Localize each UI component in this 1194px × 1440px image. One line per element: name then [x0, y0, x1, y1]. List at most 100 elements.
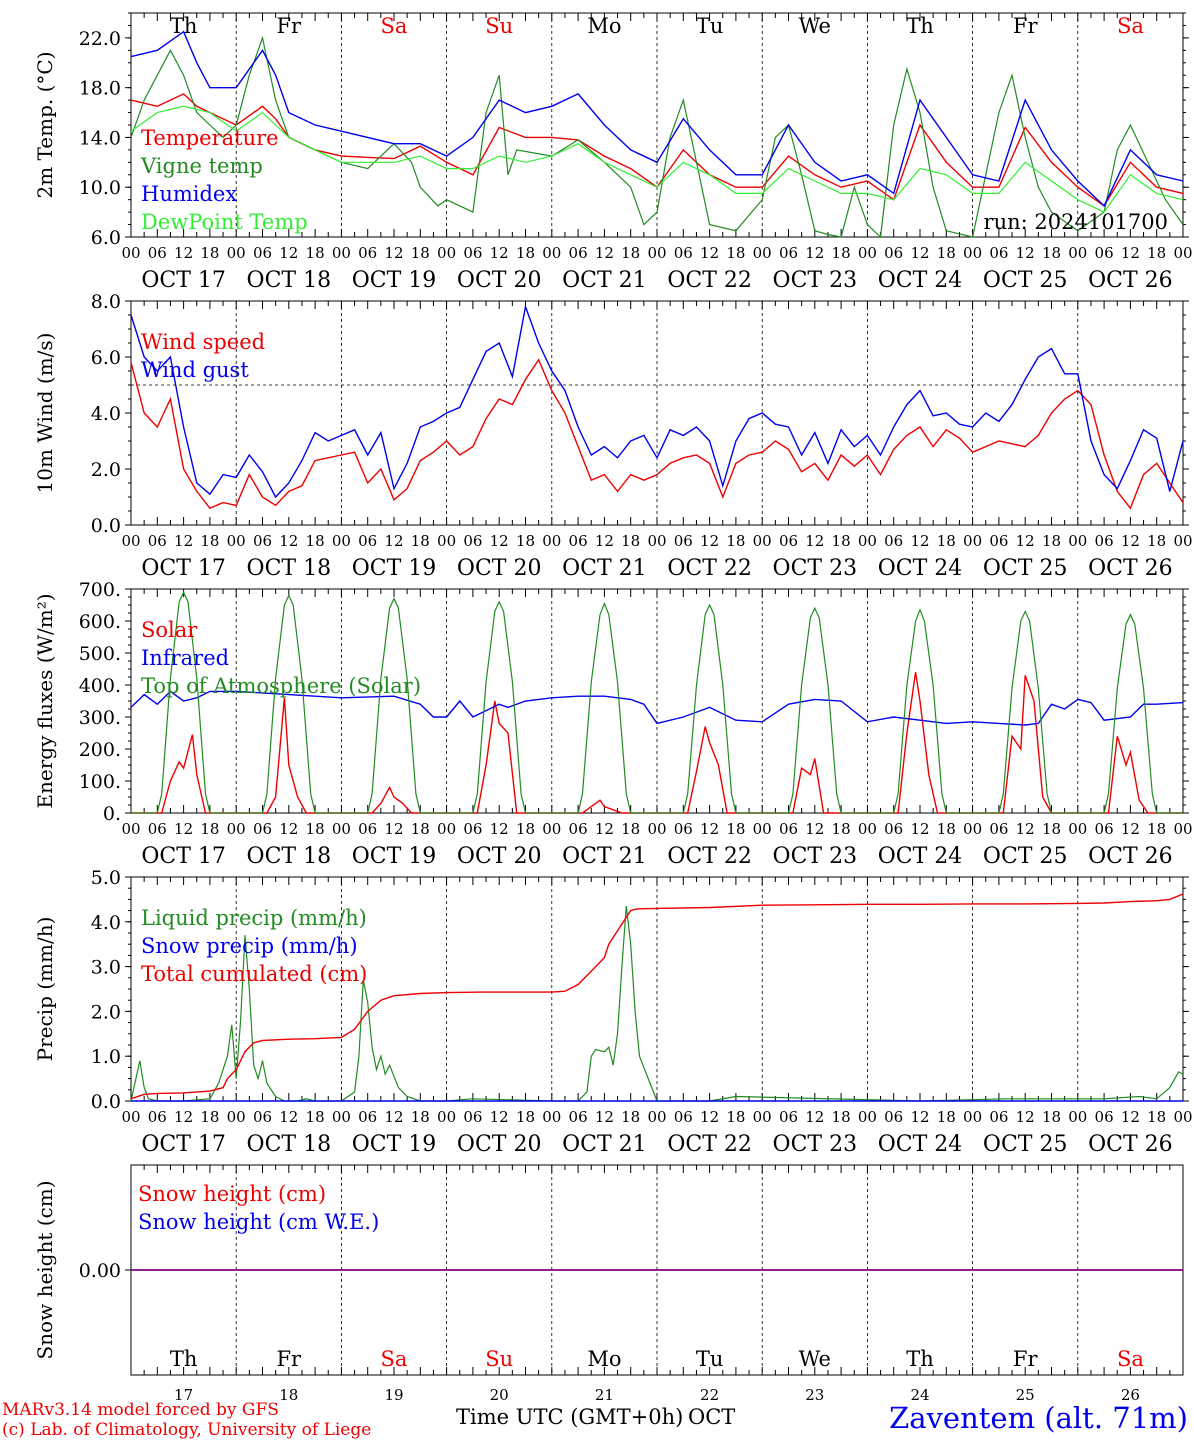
hour-tick-label: 12 [174, 532, 193, 550]
date-label: OCT 24 [878, 1132, 963, 1157]
hour-tick-label: 18 [832, 244, 851, 262]
series-line-1 [130, 690, 1184, 726]
hour-tick-label: 18 [1147, 1108, 1166, 1126]
hour-tick-label: 18 [200, 1108, 219, 1126]
hour-tick-label: 18 [621, 1108, 640, 1126]
hour-tick-label: 18 [1042, 244, 1061, 262]
weekday-label: Fr [1013, 1347, 1039, 1371]
panel-wind [125, 300, 1189, 526]
hour-tick-label: 12 [384, 244, 403, 262]
weekday-label: Su [485, 1347, 513, 1371]
hour-tick-label: 18 [1147, 532, 1166, 550]
weekday-label: Su [485, 14, 513, 38]
date-label: OCT 19 [352, 1132, 437, 1157]
hour-tick-label: 00 [542, 532, 561, 550]
hour-tick-label: 00 [227, 244, 246, 262]
series-line-2 [131, 590, 1183, 814]
date-label: OCT 20 [457, 556, 542, 581]
hour-tick-label: 12 [174, 1108, 193, 1126]
day-number-label: 22 [700, 1386, 719, 1404]
date-label: OCT 19 [352, 556, 437, 581]
hour-tick-label: 06 [989, 532, 1008, 550]
hour-tick-label: 18 [832, 820, 851, 838]
hour-tick-label: 00 [121, 820, 140, 838]
y-tick-label: 6.0 [91, 227, 121, 249]
legend-entry: Top of Atmosphere (Solar) [141, 674, 421, 698]
y-tick-label: 700. [79, 579, 121, 601]
date-label: OCT 23 [773, 844, 858, 869]
legend-entry: Wind gust [141, 358, 249, 382]
panel-precip [125, 876, 1189, 1102]
y-tick-label: 10.0 [79, 177, 121, 199]
hour-tick-label: 12 [595, 820, 614, 838]
weekday-label: Fr [276, 14, 302, 38]
weekday-label: Mo [587, 1347, 621, 1371]
hour-tick-label: 12 [384, 532, 403, 550]
hour-tick-label: 06 [148, 532, 167, 550]
day-number-label: 19 [384, 1386, 403, 1404]
hour-tick-label: 00 [227, 1108, 246, 1126]
weekday-label: Th [906, 1347, 934, 1371]
y-axis-label: Energy fluxes (W/m²) [33, 593, 57, 808]
date-label: OCT 17 [141, 844, 226, 869]
hour-tick-label: 06 [358, 1108, 377, 1126]
weekday-label: Mo [587, 14, 621, 38]
legend-entry: DewPoint Temp [141, 210, 308, 234]
hour-tick-label: 06 [1095, 532, 1114, 550]
hour-tick-label: 18 [200, 532, 219, 550]
hour-tick-label: 06 [358, 532, 377, 550]
legend-entry: Vigne temp [140, 154, 263, 178]
date-label: OCT 18 [247, 1132, 332, 1157]
series-line-1 [130, 303, 1184, 499]
panel-temp [125, 12, 1189, 239]
weekday-label: Tu [696, 14, 724, 38]
hour-tick-label: 00 [332, 1108, 351, 1126]
hour-tick-label: 00 [1173, 244, 1192, 262]
hour-tick-label: 18 [621, 532, 640, 550]
y-tick-label: 5.0 [91, 867, 121, 889]
series-line-0 [130, 906, 1184, 1102]
hour-tick-label: 12 [490, 820, 509, 838]
hour-tick-label: 18 [1147, 244, 1166, 262]
hour-tick-label: 12 [805, 244, 824, 262]
panel-snow [125, 1164, 1184, 1376]
date-label: OCT 18 [247, 844, 332, 869]
y-tick-label: 3.0 [91, 957, 121, 979]
hour-tick-label: 12 [910, 532, 929, 550]
weekday-label: Th [906, 14, 934, 38]
legend-entry: Snow precip (mm/h) [141, 934, 358, 958]
legend-entry: Total cumulated (cm) [141, 962, 367, 986]
hour-tick-label: 12 [1016, 244, 1035, 262]
hour-tick-label: 18 [832, 532, 851, 550]
day-number-label: 18 [279, 1386, 298, 1404]
hour-tick-label: 18 [621, 820, 640, 838]
day-number-label: 23 [805, 1386, 824, 1404]
hour-tick-label: 06 [779, 244, 798, 262]
date-label: OCT 24 [878, 268, 963, 293]
hour-tick-label: 00 [1173, 1108, 1192, 1126]
panel-frame [130, 588, 1184, 814]
day-number-label: 17 [174, 1386, 193, 1404]
hour-tick-label: 06 [779, 1108, 798, 1126]
hour-tick-label: 00 [121, 244, 140, 262]
hour-tick-label: 12 [490, 532, 509, 550]
hour-tick-label: 06 [779, 532, 798, 550]
hour-tick-label: 18 [411, 244, 430, 262]
hour-tick-label: 18 [937, 244, 956, 262]
hour-tick-label: 06 [463, 244, 482, 262]
legend-entry: Snow height (cm W.E.) [138, 1210, 379, 1234]
hour-tick-label: 00 [332, 532, 351, 550]
hour-tick-label: 06 [989, 1108, 1008, 1126]
date-label: OCT 22 [667, 844, 752, 869]
hour-tick-label: 12 [1121, 820, 1140, 838]
hour-tick-label: 00 [1068, 820, 1087, 838]
date-label: OCT 22 [667, 268, 752, 293]
hour-tick-label: 12 [805, 532, 824, 550]
legend-entry: Humidex [141, 182, 237, 206]
hour-tick-label: 06 [253, 244, 272, 262]
hour-tick-label: 00 [647, 1108, 666, 1126]
date-label: OCT 26 [1088, 556, 1173, 581]
hour-tick-label: 12 [910, 244, 929, 262]
hour-tick-label: 12 [595, 1108, 614, 1126]
